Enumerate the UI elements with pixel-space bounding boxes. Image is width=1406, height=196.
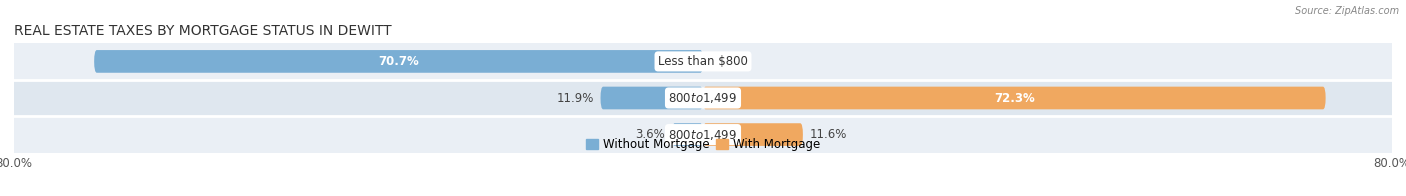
Text: Less than $800: Less than $800	[658, 55, 748, 68]
Bar	[14, 43, 1392, 80]
Text: 11.9%: 11.9%	[557, 92, 593, 104]
Text: 72.3%: 72.3%	[994, 92, 1035, 104]
Text: Source: ZipAtlas.com: Source: ZipAtlas.com	[1295, 6, 1399, 16]
FancyBboxPatch shape	[94, 50, 703, 73]
Text: 70.7%: 70.7%	[378, 55, 419, 68]
Text: $800 to $1,499: $800 to $1,499	[668, 91, 738, 105]
Text: 0.0%: 0.0%	[710, 55, 740, 68]
Text: 11.6%: 11.6%	[810, 128, 848, 141]
Text: REAL ESTATE TAXES BY MORTGAGE STATUS IN DEWITT: REAL ESTATE TAXES BY MORTGAGE STATUS IN …	[14, 24, 392, 38]
Legend: Without Mortgage, With Mortgage: Without Mortgage, With Mortgage	[581, 133, 825, 156]
FancyBboxPatch shape	[703, 123, 803, 146]
Bar	[14, 116, 1392, 153]
Text: $800 to $1,499: $800 to $1,499	[668, 128, 738, 142]
FancyBboxPatch shape	[672, 123, 703, 146]
Bar	[14, 80, 1392, 116]
FancyBboxPatch shape	[600, 87, 703, 109]
Text: 3.6%: 3.6%	[636, 128, 665, 141]
FancyBboxPatch shape	[703, 87, 1326, 109]
